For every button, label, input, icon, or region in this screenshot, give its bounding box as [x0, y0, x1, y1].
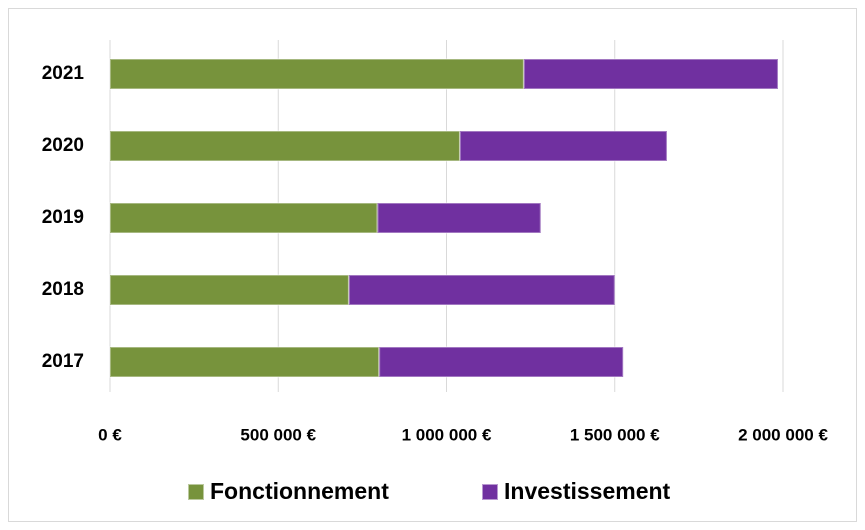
- legend-swatch: [187, 483, 205, 501]
- chart-frame: [8, 8, 857, 522]
- bar-segment: [458, 130, 668, 162]
- bar-segment: [347, 274, 616, 306]
- y-tick-label: 2020: [42, 135, 84, 156]
- x-tick-label: 1 000 000 €: [402, 425, 492, 444]
- y-tick-label: 2021: [42, 63, 85, 84]
- bar-segment: [109, 130, 461, 162]
- y-tick-label: 2018: [42, 279, 84, 300]
- x-tick-label: 0 €: [98, 425, 122, 444]
- y-tick-label: 2017: [42, 351, 84, 372]
- legend-swatch: [481, 483, 499, 501]
- x-tick-label: 2 000 000 €: [738, 425, 828, 444]
- legend-label: Fonctionnement: [210, 478, 389, 504]
- legend-label: Investissement: [504, 478, 671, 504]
- x-tick-label: 1 500 000 €: [570, 425, 660, 444]
- bar-segment: [109, 58, 525, 90]
- y-tick-label: 2019: [42, 207, 84, 228]
- bar-segment: [378, 346, 625, 378]
- bar-segment: [522, 58, 779, 90]
- bar-segment: [109, 274, 350, 306]
- bar-segment: [109, 202, 379, 234]
- bar-segment: [376, 202, 542, 234]
- x-tick-label: 500 000 €: [240, 425, 316, 444]
- bar-segment: [109, 346, 381, 378]
